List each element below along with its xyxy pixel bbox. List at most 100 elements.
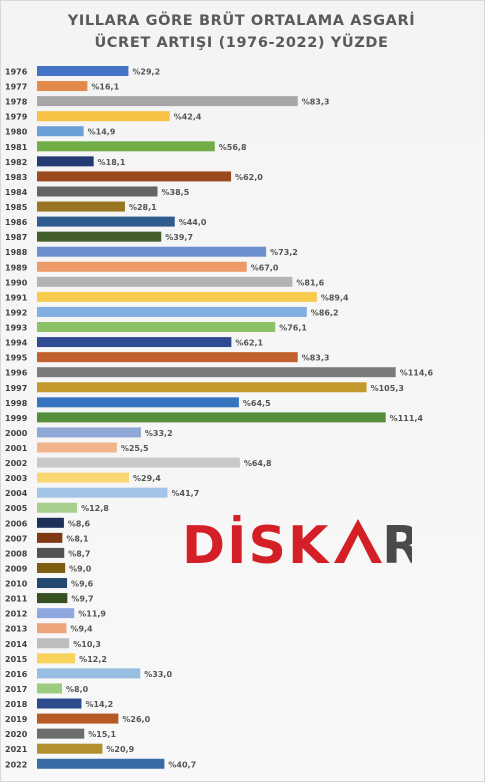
value-label-2022: %40,7 [168, 760, 196, 769]
value-label-2015: %12,2 [79, 655, 107, 664]
bar-2005 [37, 502, 78, 513]
bar-2013 [37, 623, 67, 634]
year-label-1987: 1987 [5, 233, 27, 242]
svg-text:R: R [382, 516, 412, 573]
value-label-2003: %29,4 [133, 474, 161, 483]
year-label-1989: 1989 [5, 263, 28, 272]
bar-1989 [37, 261, 247, 272]
bar-2020 [37, 728, 85, 739]
bar-2000 [37, 427, 141, 438]
bar-1988 [37, 246, 267, 257]
bar-2009 [37, 562, 66, 573]
bar-1991 [37, 291, 317, 302]
value-label-2001: %25,5 [121, 444, 149, 453]
year-label-2014: 2014 [5, 640, 28, 649]
value-label-1997: %105,3 [371, 384, 404, 393]
value-label-2018: %14,2 [85, 700, 113, 709]
value-label-2019: %26,0 [122, 715, 150, 724]
value-label-2009: %9,0 [69, 564, 92, 573]
bar-1977 [37, 81, 88, 92]
value-label-1985: %28,1 [129, 203, 157, 212]
year-label-1976: 1976 [5, 68, 28, 77]
value-label-1998: %64,5 [243, 399, 271, 408]
bar-2008 [37, 547, 65, 558]
value-label-2002: %64,8 [244, 459, 272, 468]
year-label-1980: 1980 [5, 128, 28, 137]
value-label-1978: %83,3 [302, 98, 330, 107]
value-label-2012: %11,9 [78, 610, 106, 619]
value-label-2021: %20,9 [106, 745, 134, 754]
value-label-1977: %16,1 [91, 83, 119, 92]
value-label-1995: %83,3 [302, 354, 330, 363]
bar-1998 [37, 397, 239, 408]
bar-1984 [37, 186, 158, 197]
bar-2012 [37, 608, 75, 619]
year-label-1985: 1985 [5, 203, 28, 212]
bar-2010 [37, 578, 68, 589]
year-label-1996: 1996 [5, 369, 28, 378]
value-label-2016: %33,0 [144, 670, 172, 679]
year-label-1986: 1986 [5, 218, 28, 227]
bar-2004 [37, 487, 168, 498]
value-label-1994: %62,1 [235, 339, 263, 348]
bar-1997 [37, 382, 367, 393]
year-label-2007: 2007 [5, 534, 27, 543]
svg-text:DİSK: DİSK [182, 515, 330, 573]
year-label-2000: 2000 [5, 429, 28, 438]
bar-1982 [37, 156, 94, 167]
value-label-1981: %56,8 [219, 143, 247, 152]
bar-1987 [37, 231, 162, 242]
value-label-1987: %39,7 [165, 233, 193, 242]
value-label-1990: %81,6 [296, 278, 324, 287]
chart-title-line-1: YILLARA GÖRE BRÜT ORTALAMA ASGARİ [67, 13, 416, 29]
value-label-2020: %15,1 [88, 730, 116, 739]
year-label-2003: 2003 [5, 474, 27, 483]
value-label-2011: %9,7 [71, 595, 93, 604]
bar-1985 [37, 201, 125, 212]
year-label-2015: 2015 [5, 655, 28, 664]
bar-2021 [37, 743, 103, 754]
bar-2007 [37, 532, 63, 543]
year-label-1979: 1979 [5, 113, 28, 122]
chart-title: YILLARA GÖRE BRÜT ORTALAMA ASGARİ ÜCRET … [0, 10, 483, 54]
bar-2019 [37, 713, 119, 724]
year-label-2006: 2006 [5, 519, 28, 528]
bar-2006 [37, 517, 64, 528]
year-label-2009: 2009 [5, 564, 28, 573]
year-label-1981: 1981 [5, 143, 28, 152]
value-label-2007: %8,1 [66, 534, 89, 543]
bar-2001 [37, 442, 117, 453]
value-label-1979: %42,4 [174, 113, 202, 122]
bar-2002 [37, 457, 240, 468]
value-label-1991: %89,4 [321, 293, 349, 302]
year-label-1984: 1984 [5, 188, 28, 197]
value-label-2008: %8,7 [68, 549, 90, 558]
year-label-1994: 1994 [5, 339, 28, 348]
year-label-1978: 1978 [5, 98, 28, 107]
year-label-2020: 2020 [5, 730, 28, 739]
bar-1999 [37, 412, 386, 423]
value-label-1986: %44,0 [179, 218, 207, 227]
diskar-logo: DİSK R [182, 515, 412, 573]
year-label-2004: 2004 [5, 489, 28, 498]
value-label-2014: %10,3 [73, 640, 101, 649]
year-label-2022: 2022 [5, 760, 27, 769]
year-label-2011: 2011 [5, 595, 28, 604]
bar-2022 [37, 758, 165, 769]
year-label-2005: 2005 [5, 504, 28, 513]
year-label-2019: 2019 [5, 715, 28, 724]
year-label-1988: 1988 [5, 248, 28, 257]
year-label-1999: 1999 [5, 414, 28, 423]
bar-2018 [37, 698, 82, 709]
year-label-1995: 1995 [5, 354, 28, 363]
value-label-1989: %67,0 [251, 263, 279, 272]
bar-1994 [37, 337, 232, 348]
value-label-2000: %33,2 [145, 429, 173, 438]
value-label-2017: %8,0 [66, 685, 89, 694]
year-label-2017: 2017 [5, 685, 27, 694]
year-label-2016: 2016 [5, 670, 28, 679]
year-label-2008: 2008 [5, 549, 28, 558]
bar-2011 [37, 593, 68, 604]
bar-1992 [37, 306, 307, 317]
